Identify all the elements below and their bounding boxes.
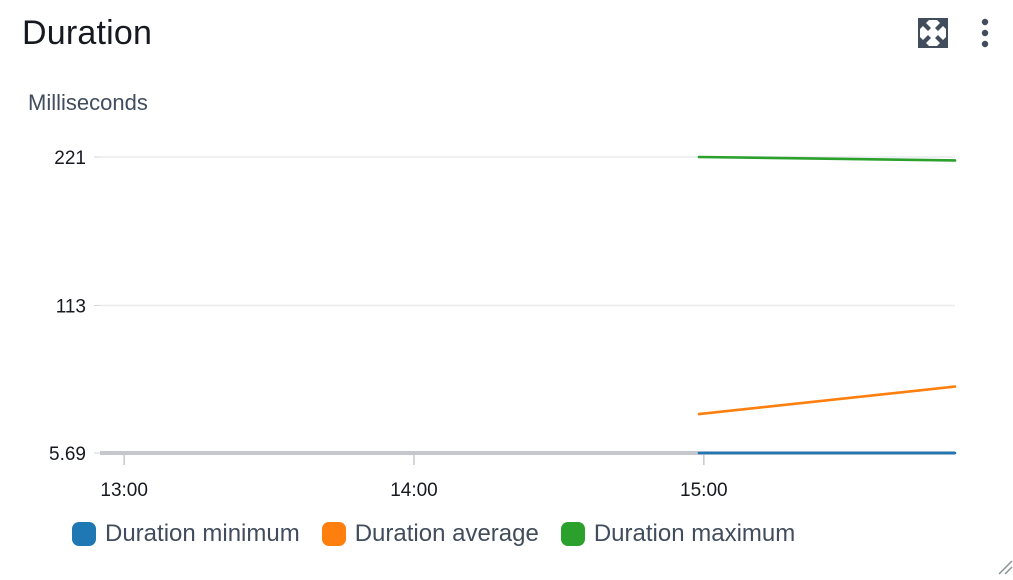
legend-swatch-average xyxy=(321,522,346,546)
legend: Duration minimum Duration average Durati… xyxy=(72,520,817,548)
legend-item-minimum[interactable]: Duration minimum xyxy=(72,520,300,548)
x-axis-ticks: 13:00 14:00 15:00 xyxy=(100,451,955,501)
series-line-2 xyxy=(697,155,957,162)
vertical-ellipsis-icon[interactable] xyxy=(972,14,998,52)
legend-item-maximum[interactable]: Duration maximum xyxy=(560,520,796,548)
expand-arrows-icon[interactable] xyxy=(914,14,952,52)
y-axis-label: Milliseconds xyxy=(28,90,148,115)
y-tick-label: 113 xyxy=(56,296,86,317)
legend-swatch-maximum xyxy=(560,522,585,546)
y-axis-ticks: 5.69 113 221 xyxy=(49,148,100,465)
series-lines xyxy=(697,155,957,455)
series-line-1 xyxy=(697,385,957,416)
legend-swatch-minimum xyxy=(72,522,96,546)
legend-label-minimum: Duration minimum xyxy=(105,520,300,547)
widget-title: Duration xyxy=(22,14,153,52)
legend-label-maximum: Duration maximum xyxy=(593,520,796,547)
y-tick-label: 221 xyxy=(54,148,86,169)
x-tick-label: 15:00 xyxy=(680,480,728,501)
x-tick-label: 13:00 xyxy=(100,480,148,501)
grid-lines xyxy=(100,156,955,307)
legend-label-average: Duration average xyxy=(354,520,539,547)
x-tick-label: 14:00 xyxy=(390,480,438,501)
y-tick-label: 5.69 xyxy=(49,444,86,465)
resize-handle-icon[interactable] xyxy=(995,557,1013,575)
legend-item-average[interactable]: Duration average xyxy=(321,520,539,548)
